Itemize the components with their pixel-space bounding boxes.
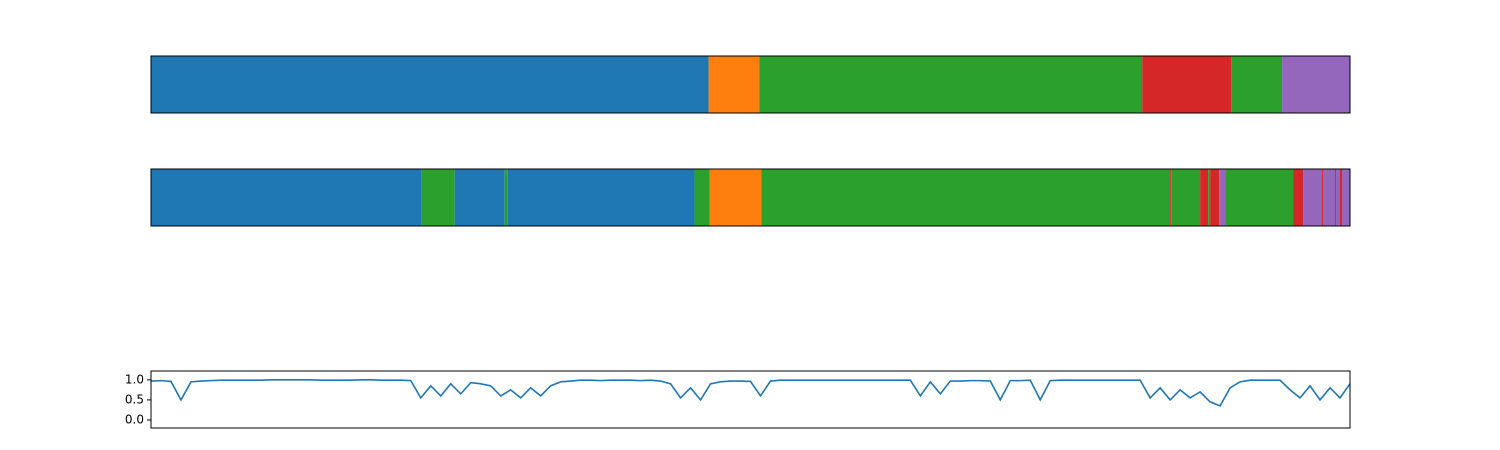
segment — [759, 56, 1143, 113]
axes-frame — [150, 168, 1351, 227]
segment — [694, 169, 710, 226]
axes-frame — [150, 55, 1351, 114]
segment — [151, 169, 422, 226]
segment — [1200, 169, 1209, 226]
segment — [709, 169, 762, 226]
axes-frame — [150, 370, 1351, 429]
segment — [1142, 56, 1232, 113]
segment — [708, 56, 760, 113]
segment — [1282, 56, 1350, 113]
segment — [1210, 169, 1220, 226]
segment — [1335, 169, 1337, 226]
segment — [1342, 169, 1350, 226]
segment — [1322, 169, 1324, 226]
segment — [454, 169, 505, 226]
segment — [1170, 169, 1172, 226]
segment — [421, 169, 455, 226]
segment — [1171, 169, 1201, 226]
segment — [1323, 169, 1336, 226]
segment — [504, 169, 508, 226]
y-tick-label: 0.0 — [125, 412, 144, 426]
segment — [1336, 169, 1341, 226]
segment — [1225, 169, 1294, 226]
segment — [507, 169, 695, 226]
y-tick-label: 0.5 — [125, 392, 144, 406]
y-tick-label: 1.0 — [125, 372, 144, 386]
segment — [1231, 56, 1283, 113]
segment — [151, 56, 709, 113]
line — [150, 379, 1351, 407]
segment — [1340, 169, 1343, 226]
segment — [1303, 169, 1323, 226]
segment — [761, 169, 1171, 226]
segment — [1208, 169, 1211, 226]
segment — [1293, 169, 1304, 226]
segment — [1219, 169, 1226, 226]
